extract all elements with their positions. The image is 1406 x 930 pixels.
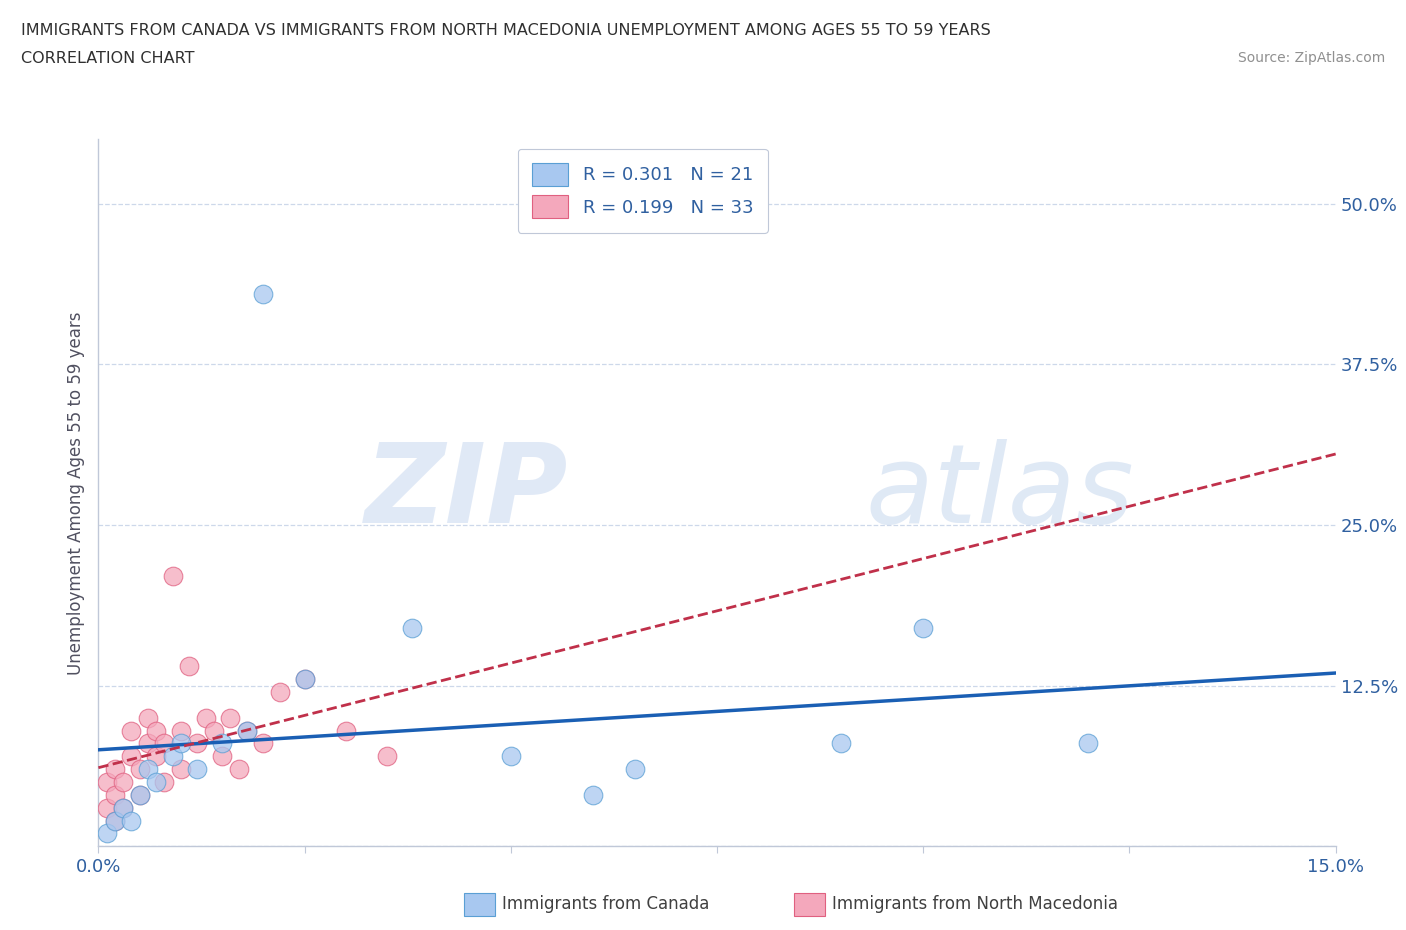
- Point: [145, 724, 167, 738]
- Point: [202, 724, 225, 738]
- Point: [335, 724, 357, 738]
- Point: [120, 749, 142, 764]
- Point: [179, 659, 201, 674]
- Point: [252, 736, 274, 751]
- Text: IMMIGRANTS FROM CANADA VS IMMIGRANTS FROM NORTH MACEDONIA UNEMPLOYMENT AMONG AGE: IMMIGRANTS FROM CANADA VS IMMIGRANTS FRO…: [21, 23, 991, 38]
- Point: [96, 801, 118, 816]
- Point: [128, 762, 150, 777]
- Point: [120, 724, 142, 738]
- Point: [294, 671, 316, 686]
- Point: [136, 711, 159, 725]
- Point: [186, 762, 208, 777]
- Point: [153, 775, 176, 790]
- Point: [830, 736, 852, 751]
- Point: [128, 788, 150, 803]
- Legend: R = 0.301   N = 21, R = 0.199   N = 33: R = 0.301 N = 21, R = 0.199 N = 33: [517, 149, 768, 232]
- Text: Immigrants from Canada: Immigrants from Canada: [502, 895, 709, 913]
- Point: [219, 711, 242, 725]
- Point: [236, 724, 259, 738]
- Point: [499, 749, 522, 764]
- Point: [623, 762, 645, 777]
- Point: [375, 749, 398, 764]
- Text: atlas: atlas: [866, 439, 1135, 547]
- Point: [136, 762, 159, 777]
- Point: [145, 749, 167, 764]
- Point: [104, 762, 127, 777]
- Text: Source: ZipAtlas.com: Source: ZipAtlas.com: [1237, 51, 1385, 65]
- Point: [211, 749, 233, 764]
- Point: [269, 684, 291, 699]
- Point: [912, 620, 935, 635]
- Point: [112, 801, 135, 816]
- Point: [294, 671, 316, 686]
- Point: [136, 736, 159, 751]
- Point: [162, 749, 184, 764]
- Y-axis label: Unemployment Among Ages 55 to 59 years: Unemployment Among Ages 55 to 59 years: [66, 312, 84, 674]
- Text: ZIP: ZIP: [366, 439, 568, 547]
- Text: CORRELATION CHART: CORRELATION CHART: [21, 51, 194, 66]
- Point: [104, 788, 127, 803]
- Point: [170, 762, 193, 777]
- Point: [236, 724, 259, 738]
- Point: [1077, 736, 1099, 751]
- Point: [401, 620, 423, 635]
- Point: [582, 788, 605, 803]
- Point: [96, 775, 118, 790]
- Point: [194, 711, 217, 725]
- Text: Immigrants from North Macedonia: Immigrants from North Macedonia: [832, 895, 1118, 913]
- Point: [96, 826, 118, 841]
- Point: [252, 286, 274, 301]
- Point: [120, 813, 142, 828]
- Point: [162, 569, 184, 584]
- Point: [112, 801, 135, 816]
- Point: [104, 813, 127, 828]
- Point: [228, 762, 250, 777]
- Point: [104, 813, 127, 828]
- Point: [170, 724, 193, 738]
- Point: [128, 788, 150, 803]
- Point: [153, 736, 176, 751]
- Point: [211, 736, 233, 751]
- Point: [170, 736, 193, 751]
- Point: [112, 775, 135, 790]
- Point: [145, 775, 167, 790]
- Point: [186, 736, 208, 751]
